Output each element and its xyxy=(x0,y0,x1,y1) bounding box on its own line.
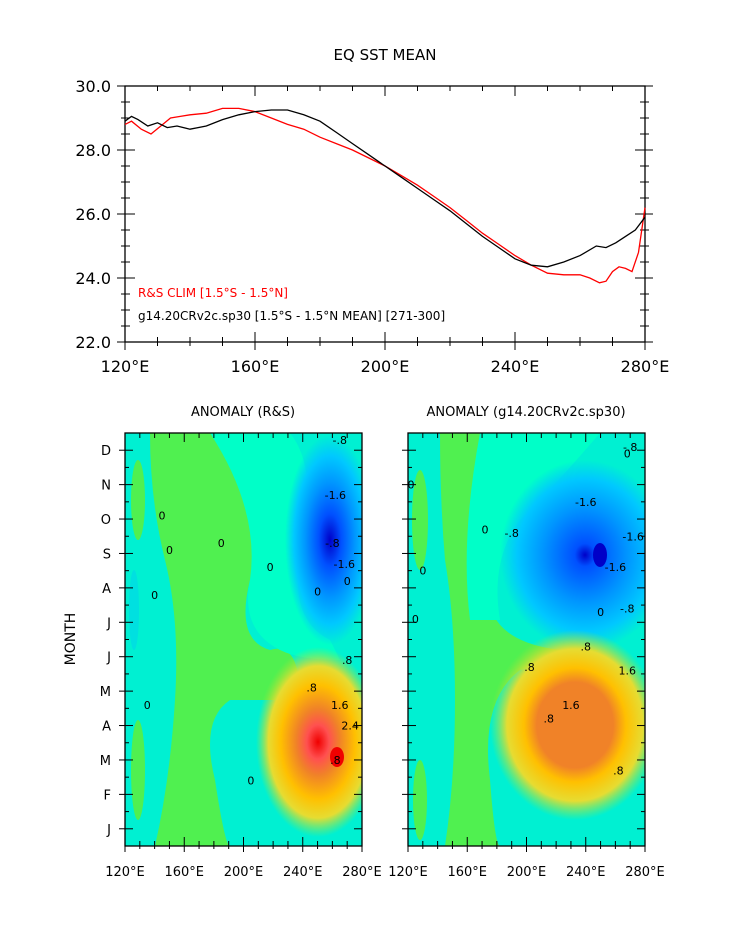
contour-label: 0 xyxy=(597,606,604,619)
x-tick-label: 240°E xyxy=(283,865,323,880)
contour-label: -.8 xyxy=(325,537,339,550)
contour-label: 1.6 xyxy=(562,699,580,712)
left-contour-labels: 0 0 0 0 0 0 0 0 0 -.8 -.8 -1.6 -1.6 .8 .8 .8 1.6 2.4 xyxy=(144,434,359,788)
legend-entry-rs-clim: R&S CLIM [1.5°S - 1.5°N] xyxy=(138,286,288,300)
x-tick-label: 200°E xyxy=(361,357,410,376)
month-tick-label: J xyxy=(106,616,111,631)
series-line-rs-clim xyxy=(124,107,646,284)
contour-label: 0 xyxy=(166,544,173,557)
month-tick-label: A xyxy=(102,720,111,735)
contour-label: 0 xyxy=(412,613,419,626)
x-tick-label: 160°E xyxy=(231,357,280,376)
x-tick-label: 280°E xyxy=(621,357,670,376)
month-tick-label: F xyxy=(104,788,111,803)
month-tick-label: J xyxy=(106,823,111,838)
x-tick-label: 200°E xyxy=(224,865,264,880)
y-tick-label: 30.0 xyxy=(75,77,111,96)
x-tick-label: 120°E xyxy=(388,865,428,880)
contour-label: .8 xyxy=(342,654,353,667)
contour-label: -1.6 xyxy=(325,489,346,502)
contour-label: .8 xyxy=(581,640,592,653)
contour-label: 1.6 xyxy=(618,664,636,677)
y-tick-label: 22.0 xyxy=(75,333,111,352)
month-tick-label: N xyxy=(101,479,111,494)
contour-label: 0 xyxy=(267,561,274,574)
sst-mean-line-chart: EQ SST MEAN 120°E 160°E 200°E 240°E 280°E 22.… xyxy=(75,46,669,376)
x-tick-label: 160°E xyxy=(164,865,204,880)
x-tick-label: 240°E xyxy=(566,865,606,880)
contour-label: 0 xyxy=(624,448,631,461)
left-panel-title: ANOMALY (R&S) xyxy=(191,405,295,420)
x-tick-label: 120°E xyxy=(101,357,150,376)
contour-label: -1.6 xyxy=(605,561,626,574)
month-tick-label: M xyxy=(100,754,111,769)
contour-label: 0 xyxy=(419,565,426,578)
left-contour-field xyxy=(125,433,362,846)
contour-label: 0 xyxy=(218,537,225,550)
month-tick-label: O xyxy=(101,513,111,528)
contour-label: -.8 xyxy=(333,434,347,447)
contour-label: 0 xyxy=(344,575,351,588)
y-tick-label: 26.0 xyxy=(75,205,111,224)
month-tick-label: S xyxy=(103,547,111,562)
y-tick-label: 28.0 xyxy=(75,141,111,160)
contour-label: -1.6 xyxy=(622,530,643,543)
month-tick-label: D xyxy=(101,444,111,459)
contour-label: 0 xyxy=(314,585,321,598)
right-contour-labels: 000000-.8-.8-.8-1.6-1.6-1.6.8.8.8.81.61.… xyxy=(407,441,643,778)
month-axis-label: MONTH xyxy=(63,613,79,666)
contour-label: -1.6 xyxy=(575,496,596,509)
contour-label: .8 xyxy=(543,713,554,726)
right-axes: 120°E 160°E 200°E 240°E 280°E xyxy=(388,432,665,880)
contour-label: .8 xyxy=(306,682,317,695)
x-tick-label: 120°E xyxy=(105,865,145,880)
contour-label: .8 xyxy=(613,764,624,777)
top-chart-title: EQ SST MEAN xyxy=(334,46,437,64)
month-tick-label: J xyxy=(106,651,111,666)
contour-label: 0 xyxy=(247,775,254,788)
top-plot-frame xyxy=(124,85,646,343)
contour-label: -.8 xyxy=(504,527,518,540)
contour-label: -1.6 xyxy=(333,558,354,571)
x-tick-label: 280°E xyxy=(625,865,665,880)
contour-label: 0 xyxy=(151,589,158,602)
contour-label: 1.6 xyxy=(331,699,349,712)
right-contour-field xyxy=(408,433,645,846)
series-line-model xyxy=(124,109,646,268)
month-tick-label: M xyxy=(100,685,111,700)
contour-label: 0 xyxy=(144,699,151,712)
contour-label: -.8 xyxy=(620,603,634,616)
contour-label: 0 xyxy=(407,479,414,492)
month-tick-label: A xyxy=(102,582,111,597)
contour-label: 0 xyxy=(159,510,166,523)
contour-label: -.8 xyxy=(623,441,637,454)
left-axes: 120°E 160°E 200°E 240°E 280°E J F M A M J J A S O N D xyxy=(100,432,382,880)
legend-entry-model: g14.20CRv2c.sp30 [1.5°S - 1.5°N MEAN] [2… xyxy=(138,309,445,323)
top-series-group xyxy=(124,107,646,284)
contour-label: .8 xyxy=(524,661,535,674)
contour-label: 0 xyxy=(482,523,489,536)
contour-label: .8 xyxy=(330,754,341,767)
anomaly-model-heatmap: ANOMALY (g14.20CRv2c.sp30) 120°E 160°E 200… xyxy=(388,405,665,880)
y-tick-label: 24.0 xyxy=(75,269,111,288)
x-tick-label: 240°E xyxy=(491,357,540,376)
x-tick-label: 200°E xyxy=(507,865,547,880)
right-panel-title: ANOMALY (g14.20CRv2c.sp30) xyxy=(426,405,625,420)
top-axes: 120°E 160°E 200°E 240°E 280°E 22.0 24.0 26.0 28.… xyxy=(75,77,669,376)
anomaly-rs-heatmap: ANOMALY (R&S) 120°E 160°E 200°E 240°E 280°E J… xyxy=(63,405,382,880)
x-tick-label: 280°E xyxy=(342,865,382,880)
contour-label: 2.4 xyxy=(341,720,359,733)
x-tick-label: 160°E xyxy=(447,865,487,880)
